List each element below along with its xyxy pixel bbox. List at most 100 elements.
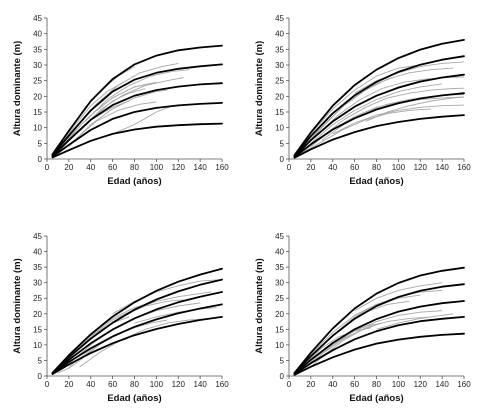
observed-height-line [68, 89, 168, 147]
x-tick-label: 160 [457, 380, 471, 389]
site-index-curve [51, 315, 223, 376]
x-tick-label: 80 [130, 380, 139, 389]
observed-height-line [84, 69, 190, 122]
observed-height-line [332, 104, 465, 135]
observed-height-line [112, 105, 173, 135]
x-tick-label: 80 [372, 380, 381, 389]
y-tick-label: 10 [275, 124, 284, 133]
y-tick-label: 15 [275, 325, 284, 334]
observed-height-line [294, 294, 421, 374]
x-tick-label: 0 [45, 380, 50, 389]
observed-height-line [134, 307, 217, 324]
y-tick-label: 35 [275, 263, 284, 272]
site-index-curve [51, 102, 223, 158]
x-axis-title: Edad (años) [107, 393, 161, 404]
y-tick-label: 25 [33, 294, 42, 303]
x-tick-label: 60 [350, 163, 359, 172]
x-tick-label: 100 [392, 163, 406, 172]
site-index-curve [51, 44, 223, 156]
x-tick-label: 100 [150, 163, 164, 172]
y-tick-label: 10 [275, 341, 284, 350]
site-index-curve [293, 114, 465, 159]
y-axis-title: Altura dominante (m) [254, 41, 265, 137]
x-axis-title: Edad (años) [349, 393, 403, 404]
observed-height-line [79, 317, 212, 368]
y-tick-label: 45 [275, 14, 284, 23]
x-axis-title: Edad (años) [349, 176, 403, 187]
site-index-curve [51, 63, 223, 157]
x-tick-label: 0 [287, 380, 292, 389]
x-tick-label: 120 [414, 163, 428, 172]
x-tick-label: 140 [435, 380, 449, 389]
chart-panel-bottom-right: 0 5 10 15 20 25 30 35 40 45 0 20 40 60 80 100 120 140 160 E… [254, 232, 471, 404]
site-index-curve [51, 278, 223, 375]
y-tick-label: 35 [275, 45, 284, 54]
y-tick-label: 20 [275, 310, 284, 319]
site-index-curve [293, 283, 465, 375]
observed-height-line [365, 96, 465, 122]
x-tick-label: 120 [172, 163, 186, 172]
x-tick-label: 60 [108, 380, 117, 389]
site-index-curve [293, 55, 465, 157]
x-tick-label: 140 [435, 163, 449, 172]
y-tick-label: 20 [33, 92, 42, 101]
x-tick-label: 100 [392, 380, 406, 389]
y-tick-label: 30 [33, 279, 42, 288]
site-index-curve [51, 291, 223, 375]
x-tick-label: 20 [306, 163, 315, 172]
site-index-curve [293, 266, 465, 374]
x-tick-label: 60 [108, 163, 117, 172]
x-axis-title: Edad (años) [107, 176, 161, 187]
x-tick-label: 80 [372, 163, 381, 172]
y-tick-label: 5 [38, 356, 43, 365]
site-index-curve [293, 39, 465, 157]
y-tick-label: 0 [280, 372, 285, 381]
y-tick-label: 30 [275, 61, 284, 70]
y-axis-title: Altura dominante (m) [254, 258, 265, 354]
x-tick-label: 40 [328, 380, 337, 389]
y-tick-label: 5 [280, 139, 285, 148]
site-index-curve [51, 303, 223, 375]
x-tick-label: 40 [86, 163, 95, 172]
y-tick-label: 0 [280, 155, 285, 164]
x-tick-label: 20 [64, 163, 73, 172]
y-tick-label: 5 [38, 139, 43, 148]
observed-height-line [354, 61, 465, 94]
observed-height-line [112, 279, 223, 315]
site-index-curve [293, 300, 465, 375]
y-tick-label: 40 [33, 248, 42, 257]
y-tick-label: 30 [275, 279, 284, 288]
y-tick-label: 45 [33, 232, 42, 241]
chart-panel-top-left: 0 5 10 15 20 25 30 35 40 45 0 20 40 60 80 100 120 140 160 E… [12, 14, 229, 187]
site-index-curve [293, 73, 465, 158]
y-tick-label: 45 [275, 232, 284, 241]
x-tick-label: 40 [86, 380, 95, 389]
x-tick-label: 140 [193, 380, 207, 389]
chart-panel-top-right: 0 5 10 15 20 25 30 35 40 45 0 20 40 60 80 100 120 140 160 E… [254, 14, 471, 187]
observed-height-line [310, 83, 443, 144]
observed-height-line [299, 67, 454, 153]
site-index-curve [293, 332, 465, 376]
y-tick-label: 15 [33, 325, 42, 334]
y-tick-label: 0 [38, 372, 43, 381]
y-tick-label: 0 [38, 155, 43, 164]
x-tick-label: 160 [215, 380, 229, 389]
observed-height-line [294, 77, 394, 157]
observed-height-line [299, 108, 432, 155]
x-tick-label: 120 [414, 380, 428, 389]
x-tick-label: 60 [350, 380, 359, 389]
x-tick-label: 160 [215, 163, 229, 172]
y-tick-label: 25 [33, 77, 42, 86]
y-tick-label: 10 [33, 124, 42, 133]
site-index-curve [51, 267, 223, 374]
y-tick-label: 40 [275, 30, 284, 39]
site-index-curve [51, 122, 223, 159]
chart-panel-bottom-left: 0 5 10 15 20 25 30 35 40 45 0 20 40 60 80 100 120 140 160 E… [12, 232, 229, 404]
x-tick-label: 80 [130, 163, 139, 172]
x-tick-label: 140 [193, 163, 207, 172]
y-tick-label: 15 [275, 108, 284, 117]
observed-height-line [90, 291, 212, 336]
y-tick-label: 20 [275, 92, 284, 101]
y-tick-label: 40 [33, 30, 42, 39]
